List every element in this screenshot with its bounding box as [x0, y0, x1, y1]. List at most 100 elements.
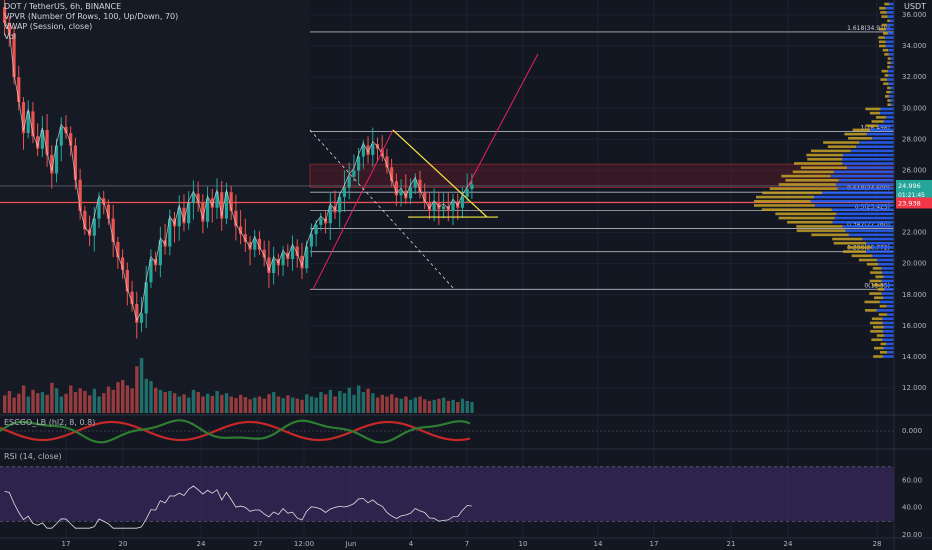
candle-body	[371, 143, 375, 155]
vp-bar-up	[878, 124, 894, 128]
volume-bar	[470, 402, 474, 413]
volume-bar	[87, 395, 92, 413]
vp-bar-up	[886, 23, 894, 27]
date-tick-label: 24	[784, 540, 793, 548]
rsi-label[interactable]: RSI (14, close)	[4, 452, 62, 461]
escgo-signal-line	[0, 420, 471, 442]
vp-bar-down	[852, 128, 870, 132]
candle-body	[338, 196, 342, 213]
vp-bar-down	[794, 162, 843, 165]
price-tick-label: 14.000	[902, 353, 927, 361]
volume-bar	[375, 397, 380, 413]
vp-bar-up	[842, 225, 894, 228]
vp-bar-up	[879, 300, 894, 304]
volume-bar	[163, 392, 167, 413]
vp-bar-down	[870, 271, 883, 274]
indicator-vwap[interactable]: VWAP (Session, close)	[4, 22, 93, 31]
indicator-vol[interactable]: Vol	[4, 32, 16, 41]
vp-bar-down	[881, 23, 887, 27]
vp-bar-down	[872, 283, 884, 287]
vp-bar-down	[886, 90, 891, 94]
vwap-line	[4, 20, 473, 322]
vp-bar-down	[878, 40, 886, 44]
vp-bar-up	[886, 304, 894, 308]
vp-bar-down	[875, 275, 884, 279]
vp-bar-up	[888, 74, 894, 77]
vp-bar-down	[883, 32, 888, 35]
vp-bar-down	[806, 153, 844, 157]
volume-bar	[7, 391, 12, 413]
candle-body	[168, 218, 172, 247]
volume-bar	[196, 392, 200, 413]
current-price-tag	[896, 179, 932, 200]
volume-bar	[399, 398, 403, 413]
vp-bar-down	[872, 267, 882, 270]
vp-bar-up	[890, 86, 894, 90]
candle-body	[257, 238, 262, 250]
vp-bar-down	[880, 342, 887, 346]
vp-bar-down	[878, 27, 886, 31]
vp-bar-up	[843, 153, 894, 157]
vp-bar-up	[884, 36, 894, 39]
candle-body	[215, 192, 219, 208]
volume-bar	[262, 398, 266, 413]
vp-bar-down	[865, 107, 881, 111]
candle-body	[413, 179, 417, 188]
vp-bar-up	[885, 27, 894, 31]
vp-bar-down	[827, 145, 857, 149]
volume-bar	[187, 397, 191, 413]
candle-body	[158, 240, 162, 266]
escgo-label[interactable]: ESCGO_LB (hl2, 8, 0.8)	[4, 418, 96, 427]
vp-bar-down	[883, 82, 889, 86]
candle-body	[187, 203, 191, 224]
volume-bar	[177, 396, 182, 413]
volume-bar	[78, 388, 82, 413]
volume-bar	[97, 396, 101, 413]
volume-bar	[394, 397, 399, 413]
date-tick-label: 24	[197, 540, 206, 548]
volume-bar	[12, 397, 16, 413]
vp-bar-up	[830, 174, 894, 178]
candle-body	[92, 218, 96, 236]
volume-bar	[338, 391, 342, 413]
candle-body	[191, 193, 195, 204]
vp-bar-down	[833, 241, 867, 245]
volume-bar	[323, 394, 328, 413]
vp-bar-up	[848, 233, 894, 237]
date-tick-label: 20	[119, 540, 128, 548]
date-tick-label: 21	[727, 540, 736, 548]
volume-bar	[144, 378, 148, 413]
vp-bar-down	[884, 2, 889, 6]
candle-body	[3, 7, 7, 23]
volume-bar	[92, 388, 97, 413]
candle-body	[290, 246, 295, 260]
symbol-title[interactable]: DOT / TetherUS, 6h, BINANCE	[4, 2, 122, 11]
vp-bar-up	[888, 53, 894, 56]
candle-body	[64, 126, 68, 134]
candle-body	[423, 192, 427, 204]
price-tick-label: 30.000	[902, 104, 927, 112]
volume-bar	[361, 392, 366, 413]
vp-bar-up	[837, 187, 894, 190]
volume-bar	[191, 389, 196, 413]
vp-bar-up	[883, 283, 894, 287]
vp-bar-up	[814, 204, 894, 207]
vp-bar-up	[881, 279, 894, 283]
vp-bar-up	[885, 44, 894, 48]
volume-bar	[73, 392, 78, 413]
volume-bars	[3, 358, 474, 413]
volume-bar	[404, 396, 408, 413]
volume-bar	[352, 394, 356, 413]
candle-body	[45, 130, 49, 155]
volume-bar	[342, 393, 347, 413]
vp-bar-down	[884, 53, 889, 56]
date-tick-label: 7	[465, 540, 469, 548]
indicator-vpvr[interactable]: VPVR (Number Of Rows, 100, Up/Down, 70)	[4, 12, 179, 21]
candle-body	[305, 246, 309, 269]
rsi-band	[0, 466, 894, 522]
vp-bar-up	[878, 262, 894, 266]
candle-body	[7, 22, 11, 34]
candle-body	[220, 192, 224, 219]
candle-body	[253, 238, 257, 250]
